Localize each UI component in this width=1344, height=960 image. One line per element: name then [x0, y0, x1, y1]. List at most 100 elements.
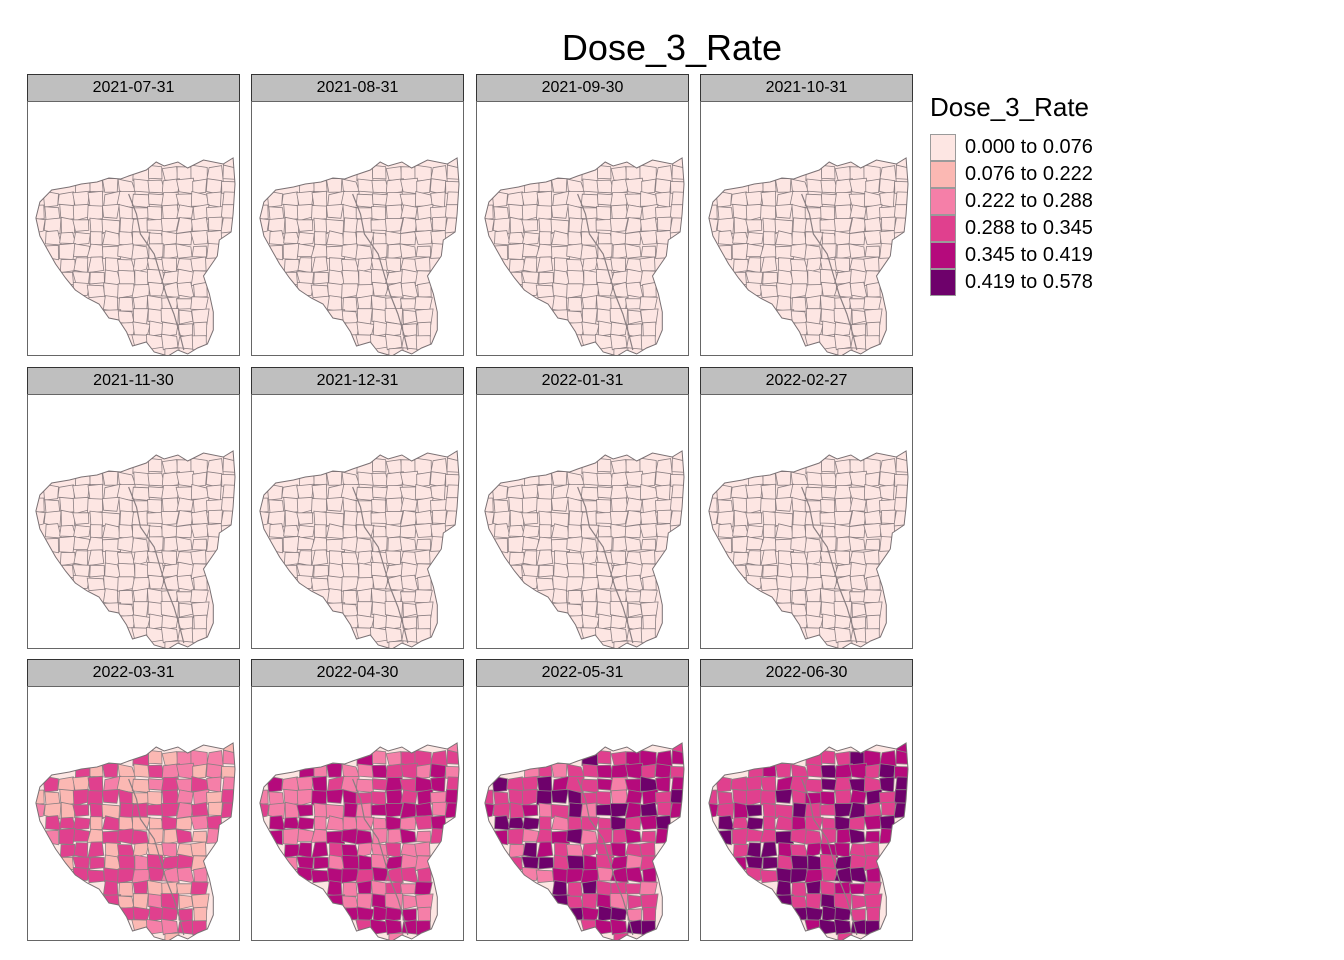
district-polygon [807, 269, 822, 286]
district-polygon [148, 243, 164, 260]
district-polygon [325, 511, 345, 528]
district-polygon [834, 471, 853, 488]
district-polygon [596, 791, 612, 807]
district-polygon [105, 550, 120, 566]
district-polygon [778, 842, 793, 858]
district-polygon [59, 551, 76, 567]
district-polygon [385, 842, 401, 858]
district-polygon [356, 614, 375, 630]
district-polygon [671, 457, 685, 473]
district-polygon [414, 522, 434, 538]
district-polygon [805, 321, 824, 337]
district-polygon [641, 178, 657, 195]
boundary-line [801, 778, 858, 936]
map-svg [484, 742, 685, 940]
legend-item: 0.000 to 0.076 [930, 134, 1093, 161]
legend-item: 0.222 to 0.288 [930, 188, 1093, 215]
district-polygon [759, 577, 779, 592]
district-polygon [101, 471, 119, 486]
district-polygon [745, 219, 763, 232]
district-polygon [341, 603, 359, 617]
boundary-line [352, 778, 409, 936]
district-polygon [326, 588, 343, 606]
district-polygon [639, 256, 656, 272]
district-polygon [160, 217, 180, 233]
district-polygon [760, 549, 778, 567]
district-polygon [893, 510, 909, 527]
district-polygon [444, 802, 460, 819]
district-polygon [508, 231, 526, 245]
district-polygon [775, 880, 792, 898]
district-polygon [565, 322, 585, 336]
district-polygon [87, 549, 105, 567]
district-polygon [609, 802, 629, 818]
district-polygon [371, 499, 387, 515]
district-polygon [625, 204, 643, 219]
district-polygon [551, 538, 571, 553]
district-polygon [566, 536, 584, 553]
district-polygon [791, 296, 807, 312]
district-polygon [894, 765, 909, 780]
district-polygon [895, 457, 909, 473]
district-polygon [625, 866, 644, 884]
district-polygon [834, 906, 852, 922]
district-polygon [297, 536, 315, 550]
district-polygon [596, 499, 612, 515]
district-polygon [340, 615, 360, 629]
district-polygon [597, 749, 612, 765]
legend-items: 0.000 to 0.076 0.076 to 0.222 0.222 to 0.2… [930, 134, 1093, 296]
district-polygon [610, 178, 629, 195]
district-polygon [283, 258, 300, 274]
district-polygon [160, 918, 179, 936]
district-polygon [297, 257, 313, 274]
district-polygon [624, 524, 642, 539]
district-polygon [161, 614, 179, 630]
district-polygon [42, 537, 59, 554]
district-polygon [325, 496, 344, 512]
district-polygon [820, 499, 836, 515]
district-polygon [834, 550, 850, 566]
district-polygon [118, 881, 134, 897]
facet-date-label: 2022-04-30 [251, 659, 464, 687]
district-polygon [399, 524, 417, 539]
district-polygon [358, 854, 373, 871]
district-polygon [866, 281, 881, 298]
district-polygon [566, 269, 585, 286]
facet-date-label: 2021-12-31 [251, 367, 464, 395]
district-polygon [550, 471, 568, 486]
district-polygon [821, 164, 836, 180]
district-polygon [669, 802, 685, 819]
district-polygon [790, 895, 808, 909]
district-polygon [105, 257, 120, 273]
district-polygon [550, 788, 569, 804]
district-polygon [370, 803, 388, 816]
district-polygon [670, 180, 685, 195]
district-polygon [414, 296, 433, 311]
district-polygon [536, 841, 554, 859]
district-polygon [567, 881, 583, 897]
district-polygon [190, 814, 210, 830]
district-polygon [399, 816, 417, 831]
district-polygon [132, 550, 150, 567]
district-polygon [583, 269, 598, 286]
district-polygon [355, 524, 375, 539]
district-polygon [190, 589, 209, 604]
district-polygon [583, 854, 598, 871]
district-polygon [821, 457, 836, 473]
district-polygon [804, 524, 824, 539]
district-polygon [325, 788, 344, 804]
district-polygon [89, 802, 104, 820]
district-polygon [326, 880, 343, 898]
district-polygon [509, 509, 525, 528]
choropleth-map [476, 686, 689, 941]
district-polygon [371, 574, 389, 590]
district-polygon [580, 231, 600, 246]
district-polygon [715, 483, 732, 501]
district-polygon [775, 588, 792, 606]
district-polygon [762, 231, 776, 246]
district-polygon [89, 510, 104, 528]
district-polygon [864, 830, 880, 843]
facet-date-label: 2021-07-31 [27, 74, 240, 102]
district-polygon [341, 243, 359, 260]
district-polygon [310, 869, 330, 884]
